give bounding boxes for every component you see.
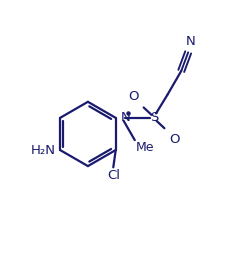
Text: S: S [150, 111, 158, 124]
Text: O: O [129, 90, 139, 103]
Text: H₂N: H₂N [31, 143, 56, 156]
Text: Me: Me [136, 141, 154, 154]
Text: N: N [186, 35, 196, 48]
Text: Cl: Cl [107, 169, 120, 182]
Text: O: O [169, 133, 179, 146]
Text: N: N [121, 111, 131, 124]
